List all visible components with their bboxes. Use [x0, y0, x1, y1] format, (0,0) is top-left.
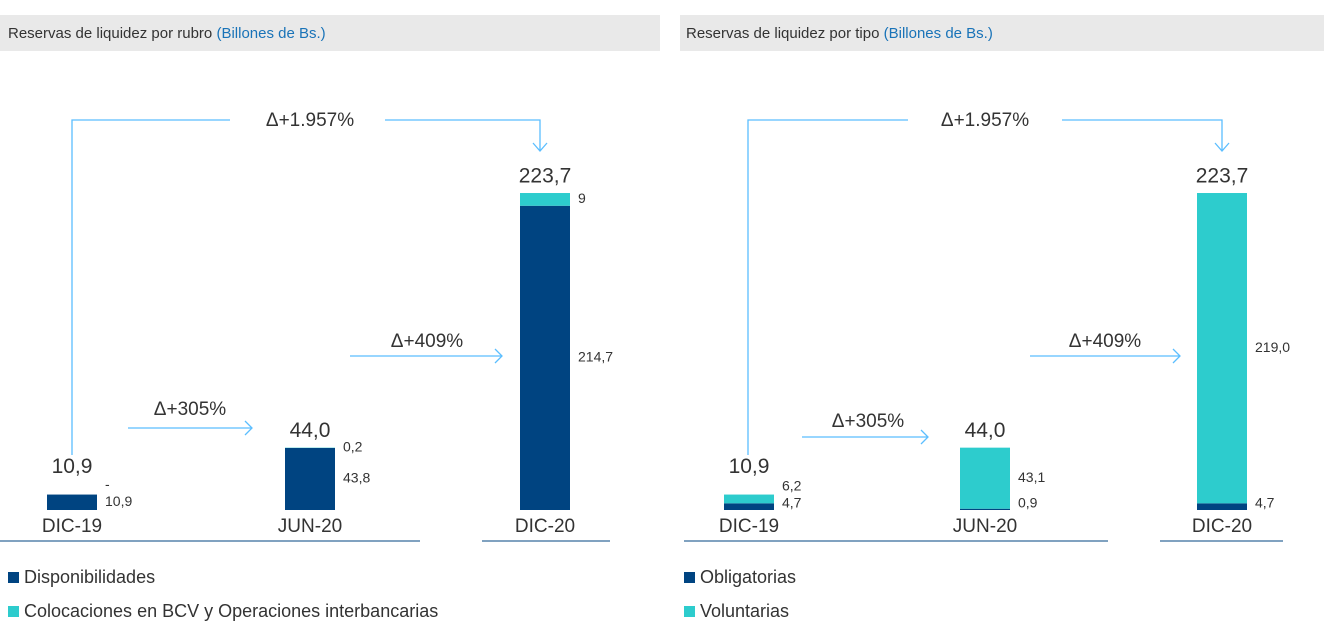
arrowhead — [532, 142, 548, 152]
title-unit: (Billones de Bs.) — [884, 25, 993, 42]
value-label: 43,8 — [343, 470, 370, 486]
bar-segment — [1197, 503, 1247, 510]
value-label: 9 — [578, 190, 586, 206]
value-label: 0,2 — [343, 438, 363, 454]
legend-label: Disponibilidades — [24, 567, 155, 587]
value-label: 4,7 — [782, 495, 802, 511]
bracket — [1062, 119, 1223, 150]
value-label: 0,9 — [1018, 495, 1038, 511]
x-tick-label: DIC-20 — [515, 516, 575, 537]
annotation: Δ+409% — [391, 331, 463, 352]
value-label: - — [105, 476, 110, 492]
legend-label: Obligatorias — [700, 567, 796, 587]
arrowhead — [244, 420, 253, 436]
x-tick-label: DIC-20 — [1192, 516, 1252, 537]
value-label: 10,9 — [105, 493, 132, 509]
value-label: 6,2 — [782, 478, 802, 494]
legend-swatch — [8, 572, 19, 583]
arrowhead — [494, 348, 503, 364]
bar-segment — [724, 503, 774, 510]
annotation: Δ+409% — [1069, 331, 1141, 352]
chart-title: Reservas de liquidez por tipo (Billones … — [686, 25, 993, 42]
bracket — [747, 119, 908, 455]
header-bar — [680, 15, 1324, 51]
total-label: 10,9 — [52, 455, 93, 478]
bar-segment — [960, 447, 1010, 509]
title-text: Reservas de liquidez por rubro — [8, 25, 212, 42]
bar-segment — [960, 508, 1010, 510]
total-label: 44,0 — [290, 419, 331, 442]
legend-swatch — [684, 606, 695, 617]
bar-segment — [285, 447, 335, 510]
x-tick-label: JUN-20 — [278, 516, 342, 537]
bracket — [385, 119, 541, 150]
arrowhead — [920, 429, 929, 445]
title-unit: (Billones de Bs.) — [216, 25, 325, 42]
legend-label: Voluntarias — [700, 601, 789, 621]
title-text: Reservas de liquidez por tipo — [686, 25, 879, 42]
legend-swatch — [8, 606, 19, 617]
arrowhead — [1214, 142, 1230, 152]
bar-segment — [47, 494, 97, 510]
value-label: 4,7 — [1255, 495, 1275, 511]
legend-swatch — [684, 572, 695, 583]
annotation: Δ+1.957% — [266, 110, 354, 131]
value-label: 214,7 — [578, 349, 613, 365]
annotation: Δ+305% — [154, 399, 226, 420]
x-tick-label: DIC-19 — [42, 516, 102, 537]
legend-label: Colocaciones en BCV y Operaciones interb… — [24, 601, 438, 621]
total-label: 223,7 — [1196, 165, 1249, 188]
chart-title: Reservas de liquidez por rubro (Billones… — [8, 25, 326, 42]
arrowhead — [1172, 348, 1181, 364]
x-tick-label: JUN-20 — [953, 516, 1017, 537]
x-tick-label: DIC-19 — [719, 516, 779, 537]
value-label: 43,1 — [1018, 469, 1045, 485]
bar-segment — [1197, 193, 1247, 504]
value-label: 219,0 — [1255, 339, 1290, 355]
annotation: Δ+305% — [832, 411, 904, 432]
header-bar — [0, 15, 660, 51]
bar-segment — [520, 193, 570, 206]
total-label: 10,9 — [729, 455, 770, 478]
bar-segment — [724, 494, 774, 504]
connectors — [71, 119, 1230, 455]
bracket — [71, 119, 230, 455]
annotation: Δ+1.957% — [941, 110, 1029, 131]
total-label: 44,0 — [965, 419, 1006, 442]
total-label: 223,7 — [519, 165, 572, 188]
bar-segment — [520, 205, 570, 511]
